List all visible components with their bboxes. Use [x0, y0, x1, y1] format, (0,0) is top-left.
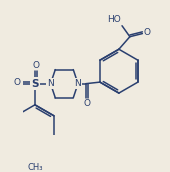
Text: O: O: [83, 99, 90, 108]
Text: O: O: [143, 28, 150, 37]
Text: CH₃: CH₃: [27, 163, 43, 172]
Text: N: N: [47, 79, 54, 88]
Text: O: O: [13, 78, 20, 87]
Text: HO: HO: [107, 15, 121, 24]
Text: O: O: [32, 61, 39, 70]
Text: S: S: [31, 79, 39, 89]
Text: N: N: [75, 79, 81, 88]
